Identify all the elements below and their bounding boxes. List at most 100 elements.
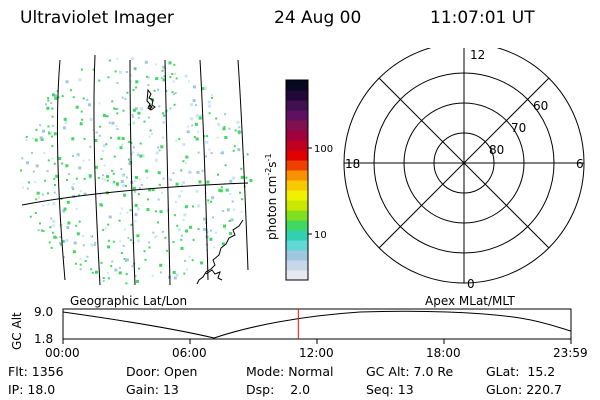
emission-dot [138,267,141,270]
emission-dot [80,110,83,113]
emission-dot [78,220,81,223]
emission-dot [158,183,161,186]
emission-dot [41,193,44,196]
colorbar-cell [286,200,308,211]
emission-dot [140,184,143,186]
emission-dot [159,271,162,274]
emission-dot [146,208,150,212]
emission-dot [124,97,127,100]
emission-dot [208,148,211,151]
emission-dot [115,182,119,186]
emission-dot [196,170,200,174]
colorbar-cell [286,210,308,221]
emission-dot [136,239,140,243]
emission-dot [62,256,65,259]
emission-dot [61,95,64,98]
emission-dot [53,235,57,239]
emission-dot [75,105,79,109]
emission-dot [229,232,233,235]
emission-dot [79,258,82,260]
emission-dot [209,237,213,241]
colorbar-cells [286,80,308,281]
emission-dot [132,186,136,190]
emission-dot [124,185,127,187]
emission-dot [189,170,192,173]
emission-dot [164,236,167,239]
emission-dot [185,268,188,271]
emission-dot [194,122,198,126]
emission-dot [135,80,139,84]
emission-dot [206,180,210,184]
emission-dot [39,124,42,127]
emission-dot [180,238,183,241]
emission-dot [147,116,150,119]
emission-dot [113,107,116,110]
emission-dot [239,191,241,194]
emission-dot [82,159,85,162]
emission-dot [203,217,207,221]
emission-dot [72,96,75,99]
emission-dot [94,139,98,142]
emission-dot [135,279,139,283]
emission-dot [192,238,195,241]
emission-dot [100,158,103,160]
emission-dot [49,226,52,229]
time-tick-0000: 00:00 [45,346,80,360]
gc-alt-tick-min: 1.8 [34,332,54,346]
emission-dot [53,162,56,165]
emission-dot [82,97,85,100]
emission-dot [114,268,118,272]
emission-dot [120,207,123,210]
emission-dot [65,164,69,168]
mlat-label-70: 70 [511,121,526,135]
emission-dot [129,239,132,242]
emission-dot [55,174,59,178]
emission-dot [205,140,209,144]
emission-dot [137,193,140,196]
emission-dot [148,241,151,244]
emission-dot [79,263,82,266]
emission-dot [173,93,175,96]
lat-lon-grid [21,54,249,286]
emission-dot [106,179,109,182]
emission-dot [42,204,44,207]
emission-dot [208,112,211,115]
emission-dot [173,276,177,280]
colorbar-cell [286,120,308,131]
emission-dot [175,182,179,186]
emission-dot [111,260,114,263]
mlt-label-18: 18 [345,157,360,171]
emission-dot [113,155,116,158]
emission-dot [51,107,54,110]
emission-dot [174,92,177,95]
emission-dot [217,123,221,126]
emission-dot [165,89,168,92]
emission-dot [99,203,103,207]
emission-dot [119,240,122,243]
emission-dot [79,122,83,126]
colorbar-cell [286,250,308,261]
colorbar-cell [286,150,308,161]
emission-dot [191,259,194,262]
emission-dot [111,100,114,103]
emission-dot [154,236,156,239]
emission-dot [101,204,104,207]
emission-dot [72,182,75,185]
emission-dot [98,134,101,137]
time-tick-2359: 23:59 [553,346,588,360]
emission-dot [132,121,136,125]
emission-dot [105,227,107,230]
auroral-emission-dots [20,57,253,285]
emission-dot [130,74,132,77]
emission-dot [232,149,235,152]
emission-dot [60,243,62,246]
emission-dot [157,221,159,224]
emission-dot [180,234,183,237]
emission-dot [246,153,249,156]
emission-dot [119,146,123,150]
emission-dot [157,88,159,91]
colorbar-cell [286,270,308,281]
emission-dot [238,126,241,129]
emission-dot [137,111,141,115]
emission-dot [47,192,49,195]
